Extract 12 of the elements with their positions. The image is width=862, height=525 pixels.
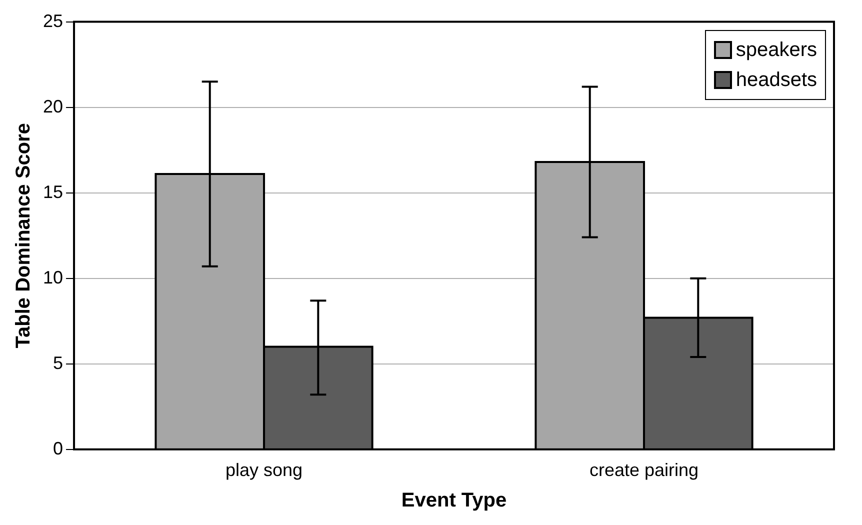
- y-tick-label: 5: [53, 352, 64, 373]
- y-tick-label: 15: [42, 182, 64, 202]
- x-tick-label: play song: [225, 460, 303, 480]
- y-axis-title: Table Dominance Score: [12, 122, 35, 348]
- legend-label: speakers: [736, 38, 817, 63]
- x-axis-title: Event Type: [401, 490, 507, 512]
- legend-label: headsets: [736, 68, 817, 93]
- x-tick-label: create pairing: [589, 460, 699, 480]
- y-tick-label: 10: [42, 267, 64, 288]
- y-tick-label: 20: [42, 96, 64, 116]
- y-tick-label: 0: [53, 438, 64, 458]
- y-tick-label: 25: [42, 10, 64, 31]
